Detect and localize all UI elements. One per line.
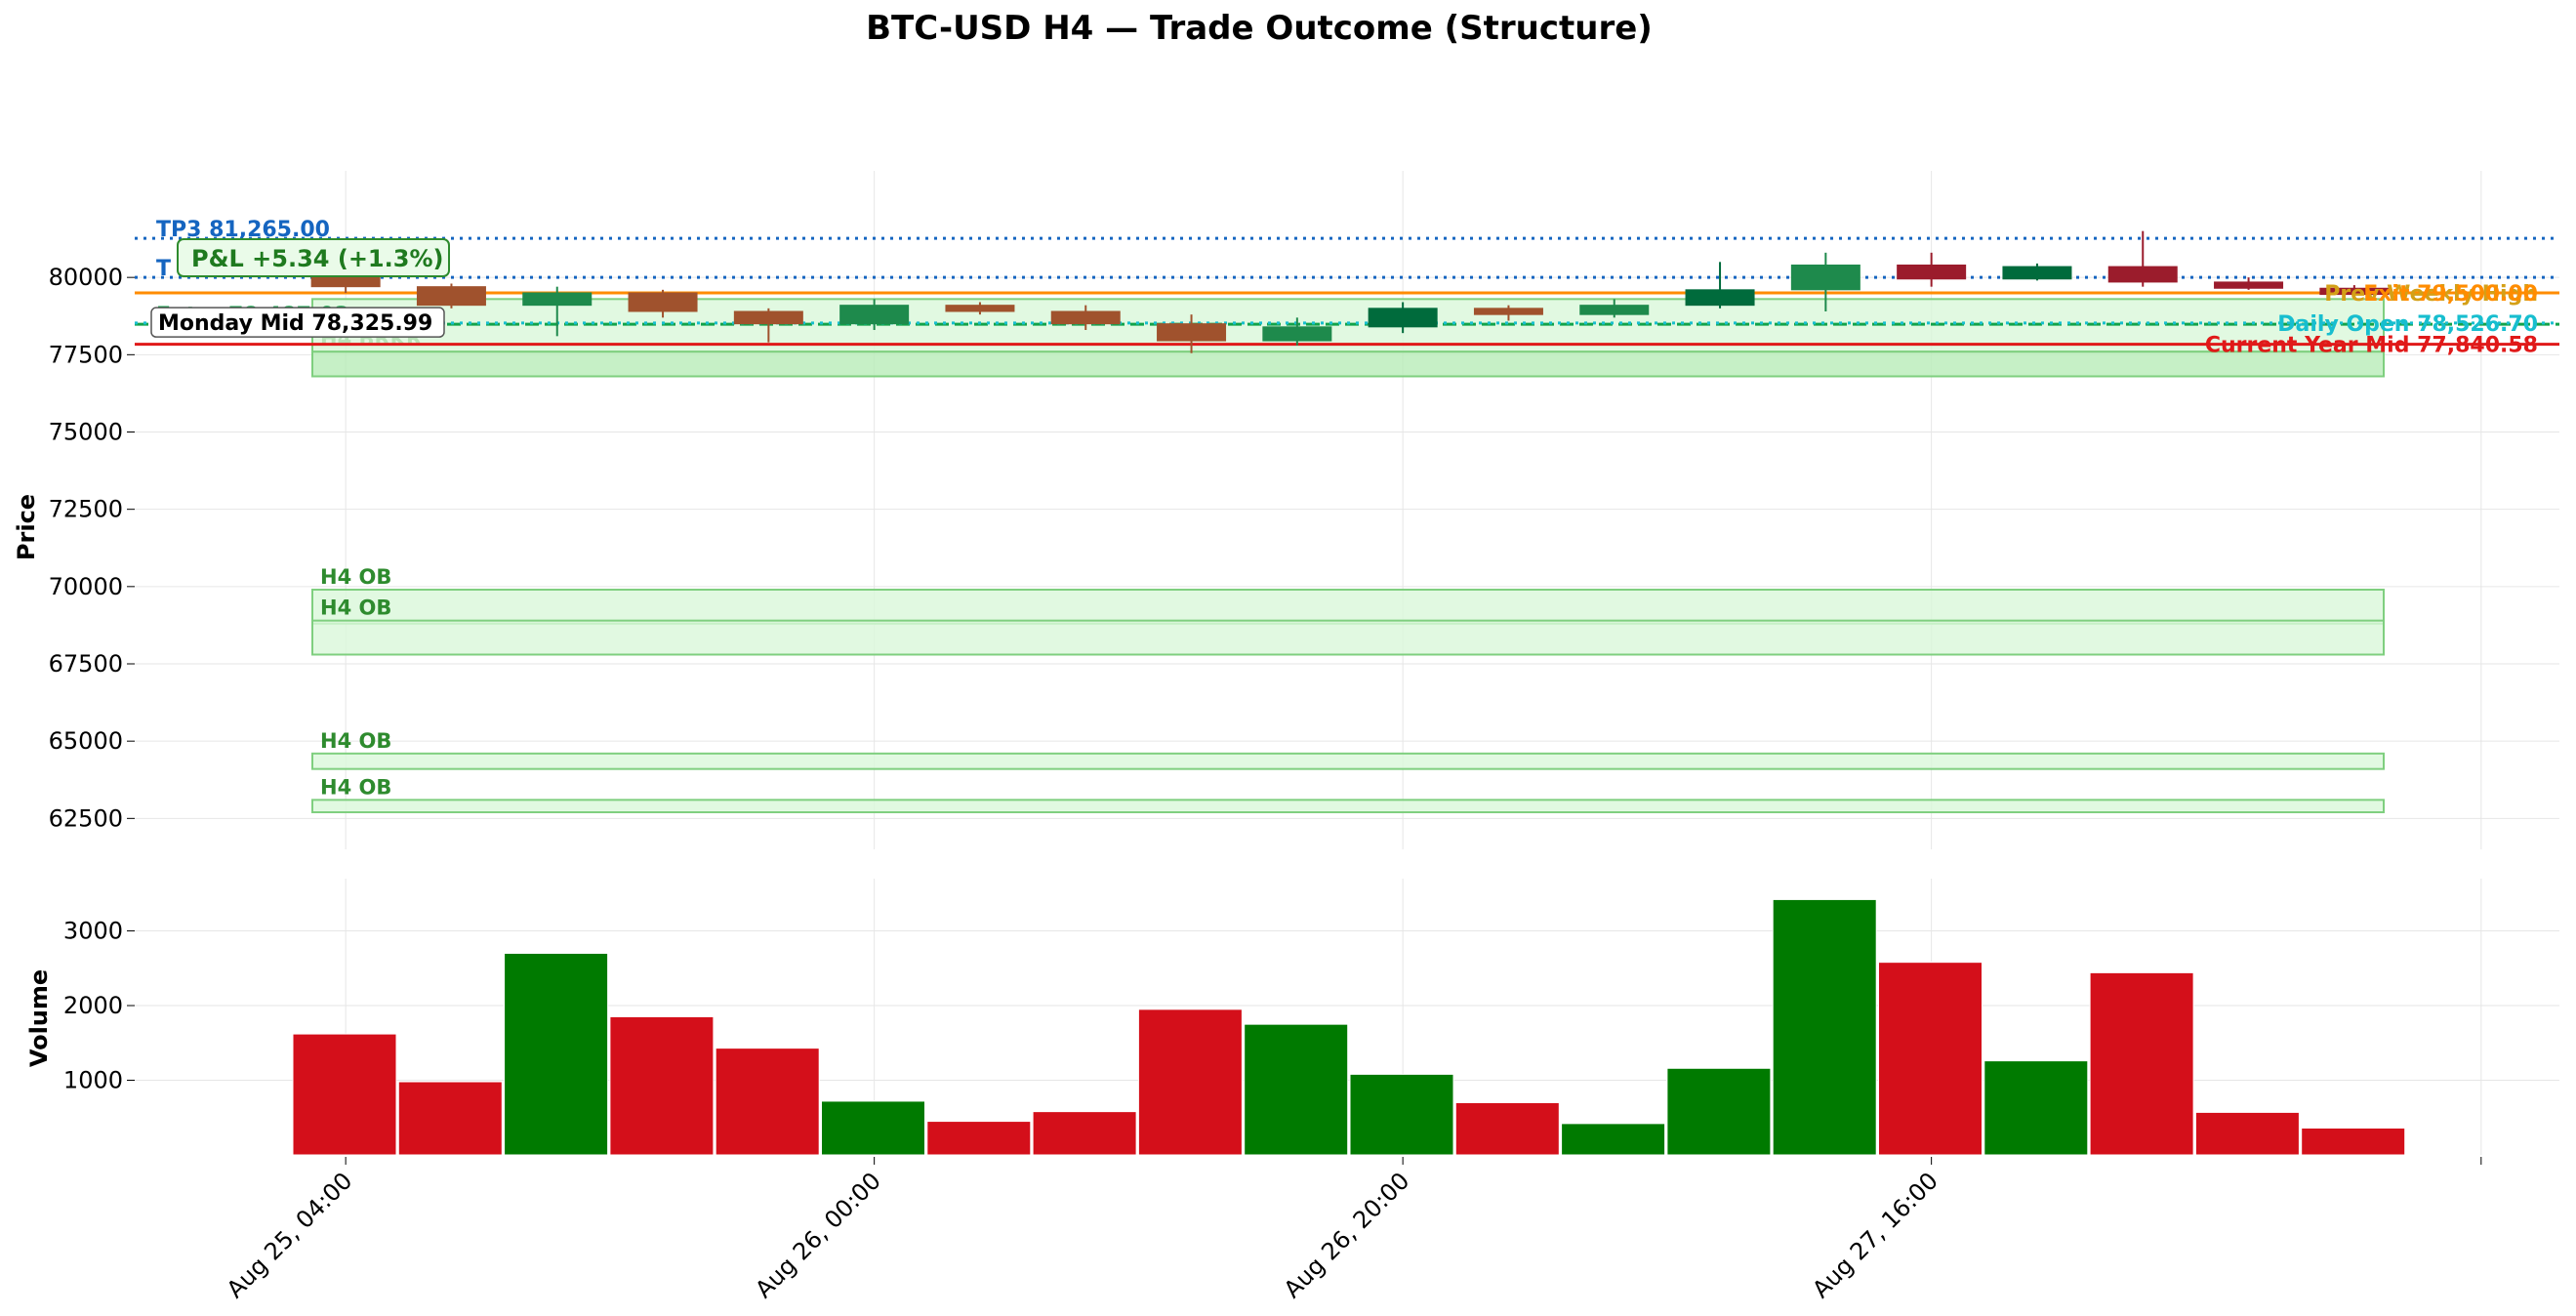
price-tick-label: 80000: [49, 264, 123, 291]
volume-y-ticks: 1000 2000 3000: [63, 918, 135, 1094]
level-label: TP3 81,265.00: [156, 218, 330, 242]
price-axis-label: Price: [13, 494, 40, 560]
volume-bar: [1349, 1073, 1454, 1156]
level-label: Prev Weekly High: [2324, 282, 2538, 307]
volume-panel: 1000 2000 3000 Volume: [25, 879, 2559, 1156]
price-tick-label: 70000: [49, 573, 123, 600]
volume-bar: [2194, 1111, 2300, 1156]
candle-body: [1897, 265, 1967, 280]
candle-body: [628, 292, 698, 312]
pnl-badge: P&L +5.34 (+1.3%): [177, 238, 450, 277]
volume-axis-label: Volume: [25, 969, 53, 1067]
x-tick-label: Aug 26, 20:00: [1279, 1167, 1415, 1303]
candle-body: [1368, 308, 1438, 328]
volume-bar: [504, 952, 609, 1156]
zone-box: [311, 589, 2385, 625]
candle-body: [1685, 289, 1755, 307]
price-tick-label: 62500: [49, 804, 123, 832]
price-tick-label: 72500: [49, 496, 123, 523]
pnl-label: P&L +5.34 (+1.3%): [191, 245, 443, 272]
zone-label: H4 OB: [320, 596, 391, 620]
zone-label: H4 OB: [320, 729, 391, 753]
volume-bar: [292, 1033, 397, 1156]
zone-box: [311, 799, 2385, 813]
candle-body: [522, 292, 593, 307]
volume-bar: [1561, 1123, 1666, 1156]
candle-body: [733, 310, 803, 325]
level-label: Exit 79,500.00: [2363, 282, 2538, 307]
chart-title: BTC-USD H4 — Trade Outcome (Structure): [866, 9, 1653, 48]
zone-box: [311, 350, 2385, 378]
candle-body: [1262, 326, 1332, 342]
volume-bar: [1772, 898, 1877, 1156]
volume-bar: [926, 1121, 1032, 1156]
candle-body: [1579, 305, 1650, 315]
candle-body: [2107, 266, 2178, 283]
price-tick-label: 75000: [49, 419, 123, 446]
x-tick-label: Aug 25, 04:00: [222, 1167, 358, 1303]
volume-bar: [1244, 1023, 1349, 1156]
zone-box: [311, 752, 2385, 770]
price-tick-label: 77500: [49, 341, 123, 368]
volume-bar: [2089, 971, 2194, 1156]
price-grid: [135, 171, 2559, 849]
level-label: Current Year Mid 77,840.58: [2205, 334, 2538, 358]
level-label-box: [150, 307, 445, 338]
x-axis-ticks: Aug 25, 04:00 Aug 26, 00:00 Aug 26, 20:00 A…: [222, 1157, 2482, 1303]
price-y-ticks: 62500 65000 67500 70000 72500 75000 77500 80000: [49, 264, 135, 832]
volume-tick-label: 2000: [63, 992, 123, 1019]
candle-body: [1050, 310, 1121, 325]
volume-bar: [2301, 1127, 2406, 1156]
candle-body: [1473, 308, 1543, 315]
candle-body: [839, 305, 910, 325]
volume-bar: [715, 1048, 820, 1156]
price-tick-label: 67500: [49, 650, 123, 678]
zone-box: [311, 619, 2385, 656]
level-label: Monday Mid 78,325.99: [158, 311, 432, 336]
volume-bar: [397, 1081, 503, 1156]
x-tick-label: Aug 27, 16:00: [1807, 1167, 1943, 1303]
volume-bar: [821, 1100, 925, 1156]
zone-label: H4 OB: [320, 775, 391, 799]
candle-body: [2002, 266, 2072, 280]
volume-bar: [1454, 1101, 1560, 1156]
volume-bar: [1032, 1111, 1137, 1156]
volume-bars: [292, 898, 2406, 1156]
candle-body: [1157, 323, 1227, 342]
volume-bar: [1137, 1008, 1243, 1156]
volume-bar: [1878, 962, 1983, 1156]
candle-body: [2214, 281, 2284, 289]
candle-body: [2319, 287, 2390, 296]
candle-body: [416, 286, 486, 307]
candle-body: [945, 305, 1015, 312]
price-tick-label: 65000: [49, 727, 123, 755]
volume-bar: [1983, 1060, 2089, 1156]
candle-body: [1790, 265, 1860, 291]
volume-tick-label: 1000: [63, 1067, 123, 1094]
level-label: Daily Open 78,526.70: [2277, 312, 2538, 337]
x-tick-label: Aug 26, 00:00: [750, 1167, 886, 1303]
volume-bar: [1666, 1067, 1772, 1156]
volume-tick-label: 3000: [63, 918, 123, 945]
volume-bar: [609, 1016, 715, 1156]
zone-label: H4 OB: [320, 565, 391, 589]
level-label: T: [156, 257, 171, 281]
